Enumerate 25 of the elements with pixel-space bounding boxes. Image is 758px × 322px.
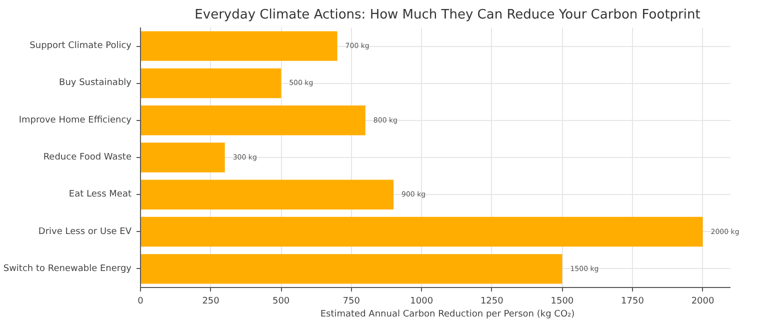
bar	[140, 68, 282, 98]
y-tick-label: Drive Less or Use EV	[38, 226, 132, 237]
chart-title: Everyday Climate Actions: How Much They Can Reduce Your Carbon Footprint	[194, 8, 700, 22]
y-tick-label: Improve Home Efficiency	[18, 115, 132, 126]
bar	[140, 216, 703, 247]
x-tick-label: 1250	[480, 296, 504, 306]
bar	[140, 254, 562, 284]
bar	[140, 142, 225, 172]
bar	[140, 31, 338, 61]
x-tick-label: 1000	[410, 296, 434, 306]
x-tick-label: 500	[272, 296, 290, 306]
x-axis-title: Estimated Annual Carbon Reduction per Person (kg CO₂)	[320, 310, 575, 320]
x-tick-label: 1750	[621, 296, 644, 306]
bar	[140, 180, 394, 210]
bar	[140, 106, 366, 136]
y-tick-label: Eat Less Meat	[68, 190, 132, 200]
x-tick-label: 250	[202, 296, 220, 306]
x-tick-label: 1500	[550, 296, 574, 306]
x-tick-label: 0	[138, 296, 144, 306]
y-tick-label: Buy Sustainably	[59, 78, 132, 88]
y-tick-label: Reduce Food Waste	[43, 152, 132, 162]
y-tick-label: Switch to Renewable Energy	[3, 264, 132, 274]
y-tick-label: Support Climate Policy	[30, 41, 132, 52]
x-tick-label: 2000	[691, 296, 714, 306]
x-tick-label: 750	[342, 296, 360, 306]
